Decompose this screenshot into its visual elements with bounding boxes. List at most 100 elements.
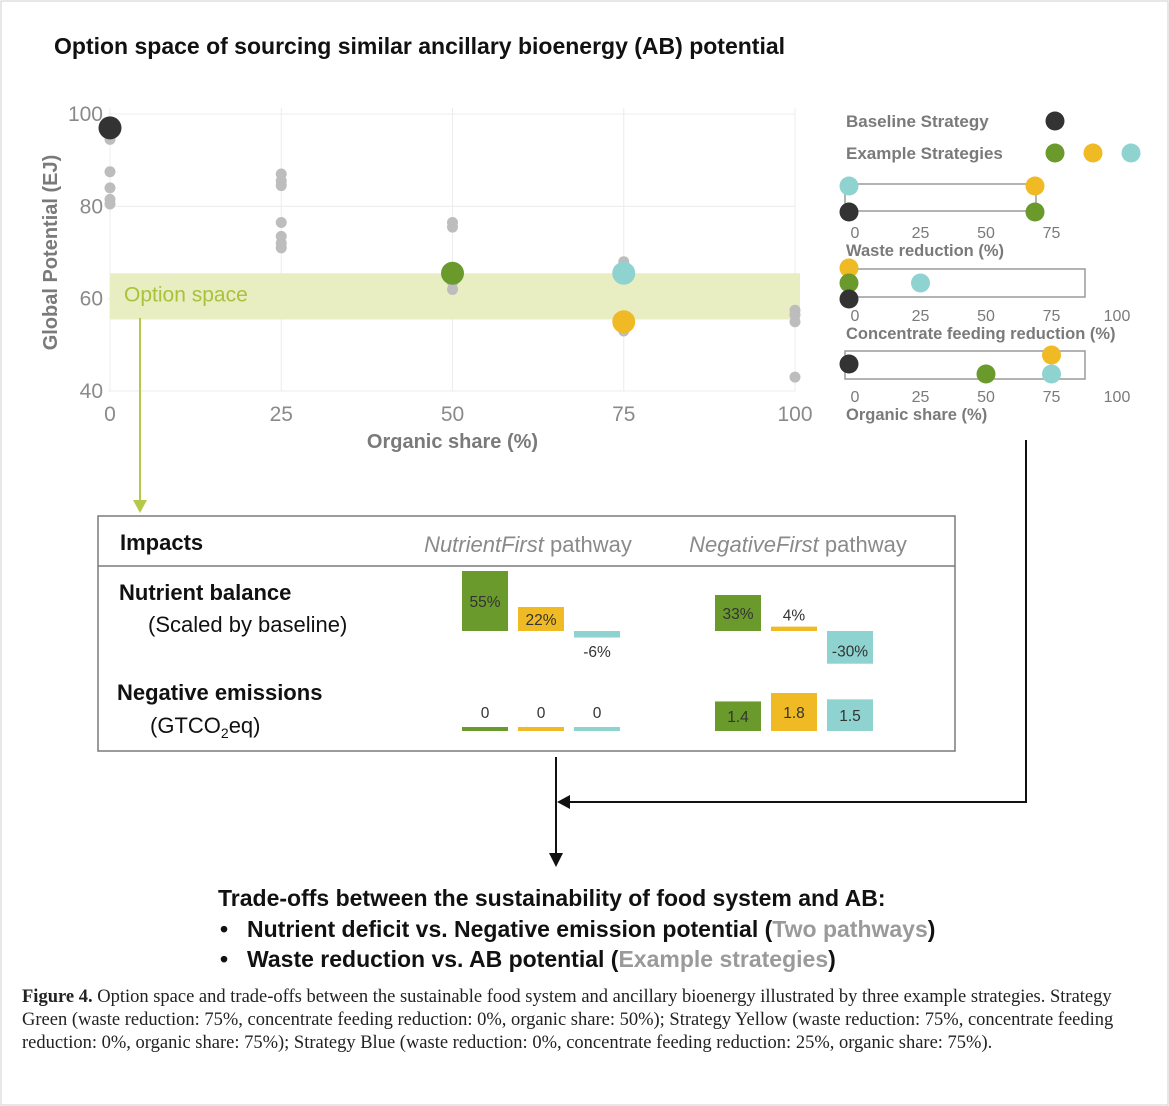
emission-value-label: 0 xyxy=(593,705,602,722)
blue-emission-bar xyxy=(827,699,873,731)
strip-tick-label: 25 xyxy=(912,308,930,325)
strip-tick-label: 0 xyxy=(851,389,860,406)
strip-tick-label: 75 xyxy=(1043,308,1061,325)
blue-strategy-point xyxy=(612,261,636,285)
strip-tick-label: 75 xyxy=(1043,225,1061,242)
strategy-point xyxy=(789,371,801,383)
blue-strip-point xyxy=(839,176,859,196)
strategy-point xyxy=(275,242,287,254)
green-strip-point xyxy=(839,273,859,293)
green-legend-dot xyxy=(1045,143,1065,163)
strategy-point xyxy=(275,216,287,228)
row-subtitle-part: 2 xyxy=(221,725,229,741)
emission-value-label: 1.4 xyxy=(727,709,749,726)
strip-tick-label: 0 xyxy=(851,225,860,242)
green-strip-point xyxy=(976,364,996,384)
blue-strip-point xyxy=(911,273,930,293)
green-strategy-point xyxy=(441,261,464,285)
emission-value-label: 0 xyxy=(481,705,490,722)
figure-title: Option space of sourcing similar ancilla… xyxy=(54,33,785,59)
flow-arrows xyxy=(133,318,1027,867)
figure-caption: Figure 4. Option space and trade-offs be… xyxy=(22,986,1147,1055)
tradeoff-post: ) xyxy=(828,946,836,972)
strategy-point xyxy=(104,198,116,210)
strip-tick-label: 0 xyxy=(851,308,860,325)
tradeoff-highlight: Example strategies xyxy=(618,946,828,972)
yellow-strategy-point xyxy=(612,310,636,334)
tradeoff-post: ) xyxy=(928,916,936,942)
strip-axis-label: Waste reduction (%) xyxy=(846,242,1004,260)
x-tick-label: 75 xyxy=(612,403,635,426)
nutrient-value-label: 33% xyxy=(722,606,753,623)
caption-text: Option space and trade-offs between the … xyxy=(22,987,1114,1053)
y-tick-label: 100 xyxy=(68,103,103,126)
emission-value-label: 0 xyxy=(537,705,546,722)
baseline-legend-dot xyxy=(1045,111,1065,131)
option-space-label: Option space xyxy=(124,283,248,306)
yellow-strip-point xyxy=(839,258,859,278)
strip-tick-label: 25 xyxy=(912,225,930,242)
strategy-point xyxy=(447,283,458,295)
baseline-strategy-point xyxy=(98,116,122,140)
strip-frame xyxy=(844,183,1037,212)
emission-value-label: 1.5 xyxy=(839,708,861,725)
bullet: • xyxy=(220,946,228,972)
yellow-legend-dot xyxy=(1083,143,1103,163)
blue-legend-dot xyxy=(1121,143,1141,163)
blue-emission-bar xyxy=(574,727,620,731)
strip-tick-label: 75 xyxy=(1043,389,1061,406)
row-subtitle: (Scaled by baseline) xyxy=(148,612,347,637)
tradeoffs-title: Trade-offs between the sustainability of… xyxy=(218,885,886,911)
strategy-point xyxy=(104,182,116,194)
yellow-strip-point xyxy=(1042,345,1061,365)
x-tick-label: 0 xyxy=(104,403,116,426)
strategy-arrow-line xyxy=(568,440,1027,803)
green-emission-bar xyxy=(462,727,508,731)
nutrient-value-label: -6% xyxy=(583,644,611,661)
strip-tick-label: 50 xyxy=(977,225,995,242)
row-subtitle-part: eq) xyxy=(229,713,261,738)
impacts-table: Impacts NutrientFirst pathway NegativeFirs… xyxy=(97,515,956,752)
yellow-emission-bar xyxy=(518,727,564,731)
strategy-arrowhead xyxy=(557,795,570,809)
row-subtitle-part: (GTCO xyxy=(150,713,221,738)
pathway-header: NutrientFirst pathway xyxy=(424,532,632,557)
strip-tick-label: 100 xyxy=(1104,308,1131,325)
tradeoff-item: Nutrient deficit vs. Negative emission p… xyxy=(247,916,935,942)
caption-label: Figure 4. xyxy=(22,987,93,1007)
tradeoff-item: Waste reduction vs. AB potential (Exampl… xyxy=(247,946,836,972)
x-axis-label: Organic share (%) xyxy=(367,431,538,453)
blue-nutrient-bar xyxy=(827,631,873,664)
strategy-point xyxy=(275,180,287,192)
pathway-name: NegativeFirst xyxy=(689,532,819,557)
pathway-name: NutrientFirst xyxy=(424,532,545,557)
tradeoff-pre: Nutrient deficit vs. Negative emission p… xyxy=(247,916,773,942)
tradeoffs-summary: Trade-offs between the sustainability of… xyxy=(218,885,935,972)
y-tick-label: 40 xyxy=(80,380,103,403)
baseline-strip-point xyxy=(839,354,859,374)
strip-axis-label: Concentrate feeding reduction (%) xyxy=(846,325,1116,343)
green-nutrient-bar xyxy=(462,571,508,631)
green-nutrient-bar xyxy=(715,595,761,631)
strategy-point xyxy=(447,221,458,233)
legend-label: Example Strategies xyxy=(846,144,1003,163)
green-emission-bar xyxy=(715,701,761,731)
bullet: • xyxy=(220,916,228,942)
y-tick-label: 80 xyxy=(80,195,103,218)
x-tick-label: 100 xyxy=(777,403,812,426)
tradeoff-highlight: Two pathways xyxy=(772,916,928,942)
strip-tick-label: 25 xyxy=(912,389,930,406)
x-tick-label: 25 xyxy=(270,403,293,426)
y-tick-label: 60 xyxy=(80,288,103,311)
strategy-point xyxy=(104,166,116,178)
yellow-nutrient-bar xyxy=(518,607,564,631)
yellow-nutrient-bar xyxy=(771,626,817,631)
blue-nutrient-bar xyxy=(574,631,620,638)
y-axis-label: Global Potential (EJ) xyxy=(40,155,62,351)
strip-tick-label: 100 xyxy=(1104,389,1131,406)
strategy-settings-panel: Baseline Strategy Example Strategies 0 25 50… xyxy=(839,111,1141,424)
nutrient-value-label: -30% xyxy=(832,643,868,660)
blue-strip-point xyxy=(1042,364,1061,384)
baseline-strip-point xyxy=(839,202,859,222)
